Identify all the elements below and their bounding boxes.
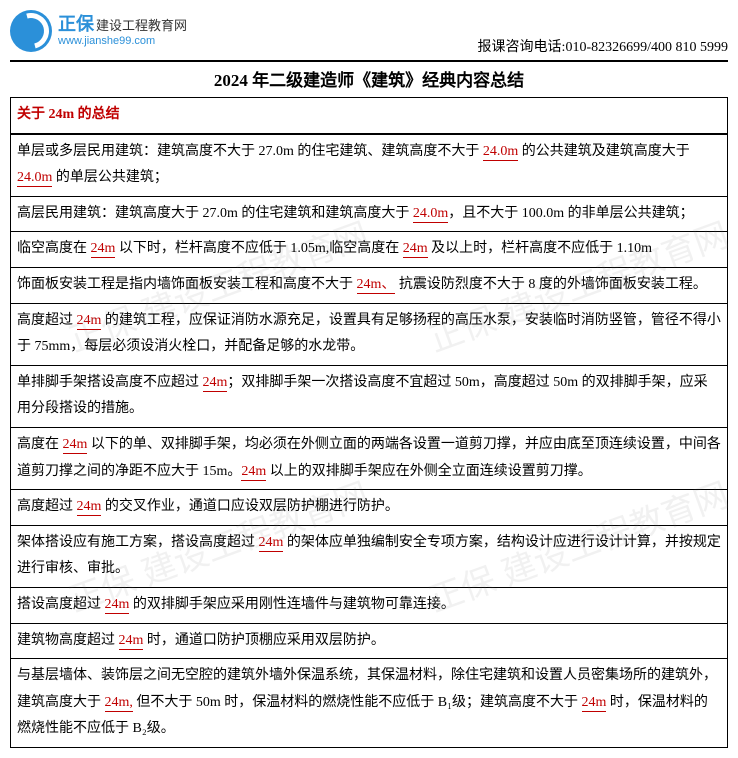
phone-label: 报课咨询电话: <box>478 40 566 55</box>
highlight-24m: 24m、 <box>357 277 396 294</box>
highlight-24m: 24.0m <box>483 144 518 161</box>
logo-block: 正保建设工程教育网 www.jianshe99.com <box>10 10 187 52</box>
header-rule <box>10 60 728 62</box>
logo-text: 正保建设工程教育网 www.jianshe99.com <box>58 15 187 47</box>
phone-value: 010-82326699/400 810 5999 <box>565 40 728 55</box>
table-row: 搭设高度超过 24m 的双排脚手架应采用刚性连墙件与建筑物可靠连接。 <box>11 587 728 623</box>
table-row: 单层或多层民用建筑：建筑高度不大于 27.0m 的住宅建筑、建筑高度不大于 24… <box>11 134 728 196</box>
section-heading: 关于 24m 的总结 <box>11 98 728 134</box>
highlight-24m: 24m <box>63 437 88 454</box>
highlight-24m: 24m <box>77 313 102 330</box>
highlight-24m: 24.0m <box>17 170 52 187</box>
logo-icon <box>10 10 52 52</box>
table-row: 建筑物高度超过 24m 时，通道口防护顶棚应采用双层防护。 <box>11 623 728 659</box>
highlight-24m: 24m <box>203 375 228 392</box>
table-row: 单排脚手架搭设高度不应超过 24m；双排脚手架一次搭设高度不宜超过 50m，高度… <box>11 365 728 427</box>
highlight-24m: 24.0m <box>413 206 448 223</box>
highlight-24m: 24m <box>119 633 144 650</box>
highlight-24m: 24m <box>91 241 116 258</box>
highlight-24m: 24m <box>259 535 284 552</box>
highlight-24m: 24m <box>77 499 102 516</box>
table-row: 高度在 24m 以下的单、双排脚手架，均必须在外侧立面的两端各设置一道剪刀撑，并… <box>11 427 728 489</box>
highlight-24m: 24m, <box>105 695 133 712</box>
phone-block: 报课咨询电话:010-82326699/400 810 5999 <box>478 36 728 56</box>
brand-domain: www.jianshe99.com <box>58 35 187 47</box>
table-row: 高度超过 24m 的交叉作业，通道口应设双层防护棚进行防护。 <box>11 490 728 526</box>
brand-sub: 建设工程教育网 <box>96 18 187 33</box>
highlight-24m: 24m <box>241 464 266 481</box>
table-row: 高层民用建筑：建筑高度大于 27.0m 的住宅建筑和建筑高度大于 24.0m，且… <box>11 196 728 232</box>
table-row: 高度超过 24m 的建筑工程，应保证消防水源充足，设置具有足够扬程的高压水泵，安… <box>11 303 728 365</box>
content-table: 关于 24m 的总结 <box>10 97 728 134</box>
table-row: 与基层墙体、装饰层之间无空腔的建筑外墙外保温系统，其保温材料，除住宅建筑和设置人… <box>11 659 728 748</box>
table-row: 架体搭设应有施工方案，搭设高度超过 24m 的架体应单独编制安全专项方案，结构设… <box>11 525 728 587</box>
highlight-24m: 24m <box>105 597 130 614</box>
brand-name: 正保 <box>58 14 94 34</box>
page-header: 正保建设工程教育网 www.jianshe99.com 报课咨询电话:010-8… <box>10 10 728 56</box>
highlight-24m: 24m <box>403 241 428 258</box>
rows-table: 单层或多层民用建筑：建筑高度不大于 27.0m 的住宅建筑、建筑高度不大于 24… <box>10 134 728 748</box>
table-row: 临空高度在 24m 以下时，栏杆高度不应低于 1.05m,临空高度在 24m 及… <box>11 232 728 268</box>
table-row: 饰面板安装工程是指内墙饰面板安装工程和高度不大于 24m、 抗震设防烈度不大于 … <box>11 267 728 303</box>
page-title: 2024 年二级建造师《建筑》经典内容总结 <box>10 66 728 91</box>
highlight-24m: 24m <box>582 695 607 712</box>
